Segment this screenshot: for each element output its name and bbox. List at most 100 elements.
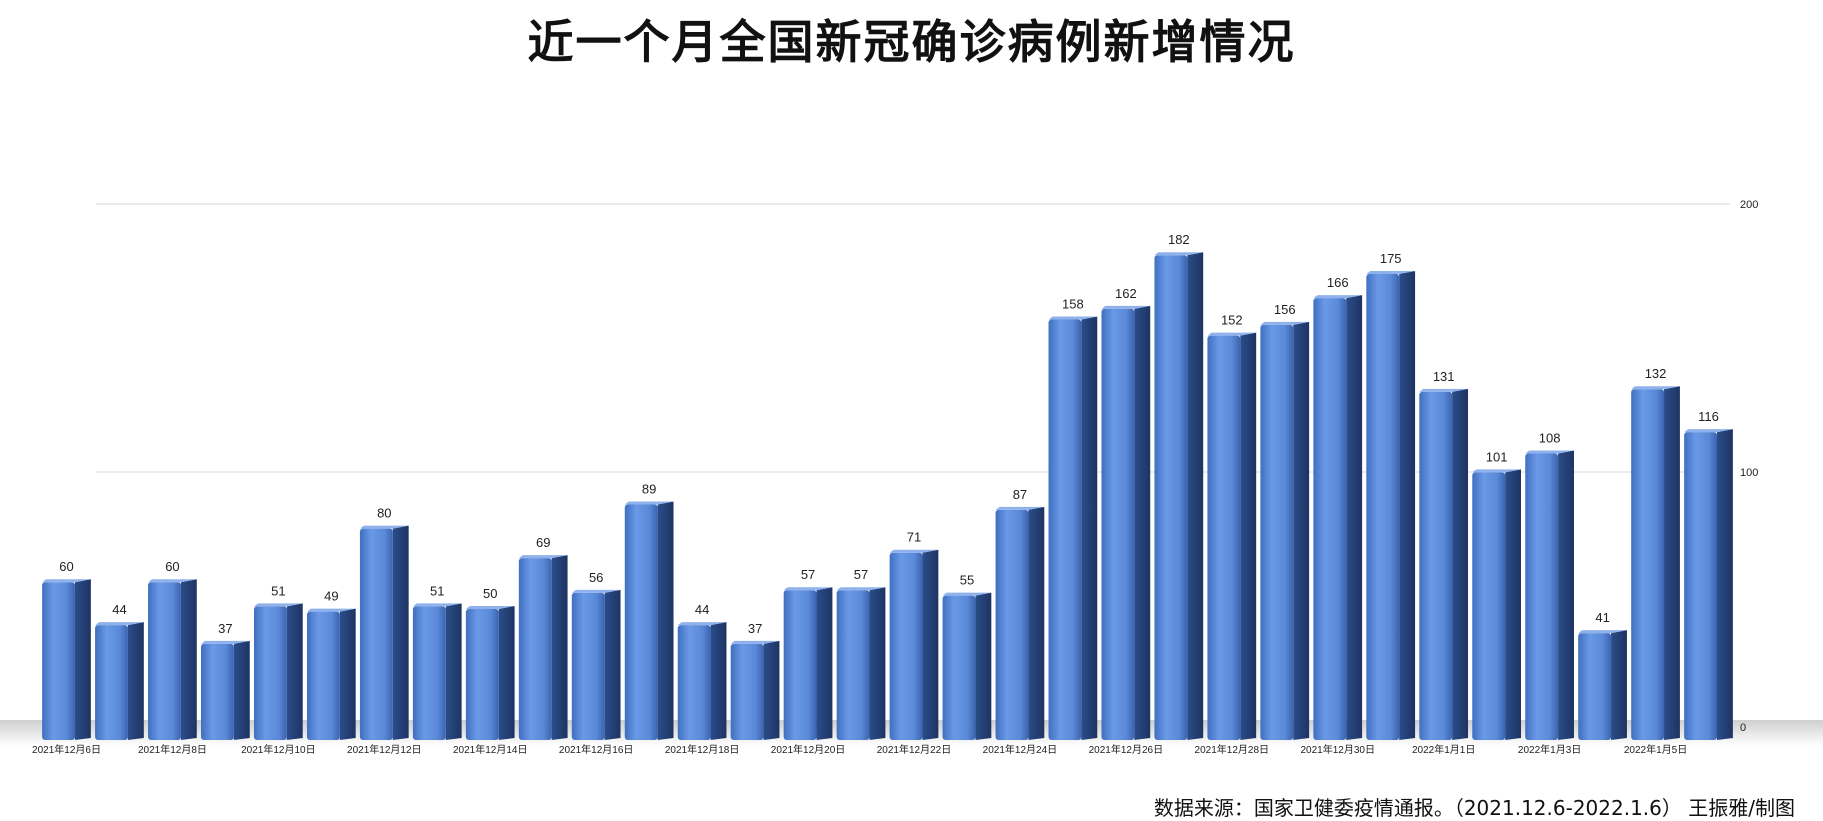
data-label: 87 <box>1013 487 1027 502</box>
bar <box>518 555 568 740</box>
bar-front <box>148 582 181 740</box>
bar-top <box>1207 332 1257 336</box>
bar-top <box>730 640 780 644</box>
bar-front <box>1525 453 1559 740</box>
bar-side <box>74 579 91 740</box>
bar <box>730 640 780 740</box>
chart-title: 近一个月全国新冠确诊病例新增情况 <box>527 15 1296 69</box>
bar-side <box>339 608 356 740</box>
bar-top <box>1631 386 1680 390</box>
bar-front <box>1048 319 1082 740</box>
bar-top <box>253 603 303 607</box>
bar-front <box>306 611 340 740</box>
y-axis: 0 100 200 <box>1740 199 1758 734</box>
bar <box>1154 252 1204 741</box>
bar-side <box>127 622 144 740</box>
data-label: 57 <box>801 567 815 582</box>
bar-front <box>889 552 923 740</box>
bar <box>201 640 250 740</box>
data-label: 51 <box>271 583 285 598</box>
bar <box>1631 386 1680 740</box>
bar-chart: 60 44 60 37 51 49 80 51 50 69 56 89 44 37 57 57 71 55 87 15… <box>0 199 1823 756</box>
bar <box>1101 305 1151 740</box>
bar <box>783 587 833 740</box>
x-tick-label: 2021年12月24日 <box>983 743 1058 756</box>
bars <box>42 252 1733 741</box>
x-tick-label: 2022年1月3日 <box>1518 743 1581 756</box>
y-tick-label: 200 <box>1740 199 1758 211</box>
x-axis: 2021年12月6日 2021年12月8日 2021年12月10日 2021年12月1… <box>32 743 1687 756</box>
bar-front <box>95 625 128 740</box>
bar-top <box>1578 630 1627 634</box>
bar-top <box>201 640 250 644</box>
bar-top <box>783 587 833 591</box>
bar-side <box>1558 450 1574 740</box>
data-label: 56 <box>589 570 603 585</box>
x-tick-label: 2021年12月16日 <box>559 743 634 756</box>
bar <box>1419 388 1469 740</box>
bar-top <box>1472 469 1522 473</box>
data-label: 71 <box>907 530 921 545</box>
source-note: 数据来源：国家卫健委疫情通报。（2021.12.6-2022.1.6） 王振雅/… <box>1153 796 1795 820</box>
bar-top <box>1684 429 1733 433</box>
data-label: 131 <box>1433 369 1455 384</box>
bar-side <box>1028 506 1045 740</box>
bar <box>1260 321 1310 740</box>
data-label: 55 <box>960 573 974 588</box>
bar <box>1578 630 1627 740</box>
bar-top <box>942 592 992 596</box>
bar-top <box>1101 305 1151 309</box>
bar-top <box>412 603 462 607</box>
data-label: 69 <box>536 535 550 550</box>
bar-front <box>624 504 658 740</box>
x-tick-label: 2021年12月22日 <box>877 743 952 756</box>
bar-front <box>995 509 1029 740</box>
x-tick-label: 2021年12月30日 <box>1300 743 1375 756</box>
bar <box>412 603 462 740</box>
bar-front <box>201 643 234 740</box>
data-label: 175 <box>1380 251 1402 266</box>
bar-front <box>518 558 552 740</box>
bar <box>1684 429 1733 740</box>
data-label: 101 <box>1486 449 1508 464</box>
bar <box>1207 332 1257 740</box>
bar <box>624 501 674 740</box>
data-label: 37 <box>218 621 232 636</box>
data-label: 41 <box>1595 610 1609 625</box>
data-label: 182 <box>1168 232 1190 247</box>
bar-front <box>571 592 605 740</box>
bar-front <box>1684 432 1717 740</box>
bar <box>465 606 515 740</box>
y-tick-label: 0 <box>1740 722 1746 734</box>
bar-top <box>1525 450 1574 454</box>
bar-side <box>710 622 727 740</box>
bar-side <box>1611 630 1627 740</box>
bar-top <box>359 525 409 529</box>
bar-top <box>1260 321 1310 325</box>
data-label: 166 <box>1327 275 1349 290</box>
bar-side <box>1134 305 1151 740</box>
bar-top <box>1366 271 1416 274</box>
data-label: 44 <box>112 602 126 617</box>
bar-side <box>1187 252 1204 741</box>
data-label: 80 <box>377 506 391 521</box>
bar-front <box>253 606 287 740</box>
x-tick-label: 2021年12月8日 <box>138 743 207 756</box>
bar <box>95 622 144 740</box>
bar-top <box>1419 388 1469 392</box>
x-tick-label: 2021年12月26日 <box>1089 743 1164 756</box>
bar-top <box>1048 316 1098 320</box>
x-tick-label: 2021年12月20日 <box>771 743 846 756</box>
x-tick-label: 2021年12月18日 <box>665 743 740 756</box>
bar-top <box>518 555 568 559</box>
bar <box>42 579 91 740</box>
bar-side <box>657 501 674 740</box>
x-tick-label: 2021年12月10日 <box>241 743 316 756</box>
bar-side <box>180 579 197 740</box>
data-label: 49 <box>324 589 338 604</box>
data-label: 57 <box>854 567 868 582</box>
bar-side <box>975 592 992 740</box>
x-tick-label: 2021年12月14日 <box>453 743 528 756</box>
bar-front <box>677 625 711 740</box>
bar-top <box>148 579 197 583</box>
